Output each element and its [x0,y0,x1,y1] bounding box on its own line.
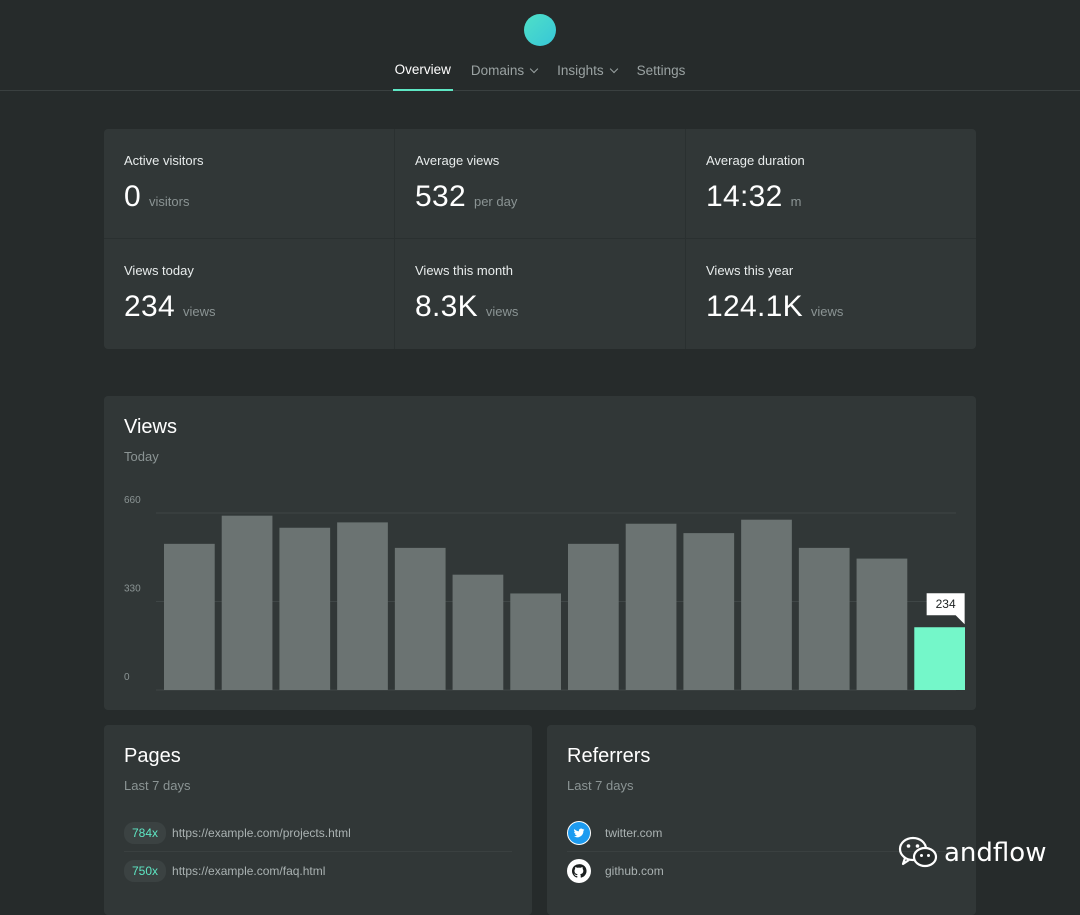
stat-value: 14:32 [706,180,783,213]
chart-bar [856,558,908,690]
pages-card-title: Pages [124,745,181,767]
chart-bar [279,527,331,690]
stat-value: 234 [124,290,175,323]
hit-count-badge: 750x [124,859,167,882]
value-tooltip [926,593,965,625]
views-card-title: Views [124,416,177,438]
page-url[interactable]: https://example.com/projects.html [172,826,351,840]
stat-label: Active visitors [124,153,204,168]
nav-insights-label: Insights [557,63,604,78]
nav-overview[interactable]: Overview [392,62,453,91]
stat-value: 0 [124,180,141,213]
stat-label: Average duration [706,153,805,168]
list-item[interactable]: github.com [567,852,956,889]
stat-value: 8.3K [415,290,478,323]
chart-bar [568,543,619,690]
stat-views-this-year: Views this year 124.1K views [686,239,976,349]
stat-average-views: Average views 532 per day [395,129,686,239]
nav-settings-label: Settings [636,63,686,78]
referrer-name[interactable]: twitter.com [605,826,663,840]
wechat-icon [898,836,938,868]
stat-label: Views this year [706,263,794,278]
chart-bar [394,547,446,690]
page-url[interactable]: https://example.com/faq.html [172,863,326,878]
stat-views-today: Views today 234 views [104,239,395,349]
y-axis-tick-label: 330 [124,584,141,595]
stat-average-duration: Average duration 14:32 m [686,129,976,239]
github-icon [567,858,591,883]
referrers-card-title: Referrers [567,745,651,767]
stat-label: Average views [415,153,500,168]
app-logo[interactable] [524,14,556,46]
stat-unit: m [790,194,802,209]
nav-insights[interactable]: Insights [555,62,619,91]
list-item[interactable]: 784x https://example.com/projects.html [124,815,512,852]
chart-bar [625,523,677,690]
chart-bar [337,522,388,690]
stat-unit: views [182,304,216,319]
views-bar-chart: 660 330 0 234 [124,495,965,691]
nav-domains[interactable]: Domains [469,62,539,91]
views-card-subtitle: Today [124,449,159,464]
chevron-down-icon [529,64,539,73]
pages-card-subtitle: Last 7 days [124,778,191,793]
stat-value: 532 [415,180,466,213]
stats-grid: Active visitors 0 visitors Average views … [104,129,976,349]
stat-unit: visitors [149,194,190,209]
pages-list: 784x https://example.com/projects.html 7… [124,815,512,889]
stat-label: Views this month [415,263,514,278]
chart-bar [510,593,561,690]
chart-bar [683,533,735,690]
stat-unit: per day [473,194,518,209]
value-tooltip-label: 234 [936,597,956,611]
top-bar: Overview Domains Insights Settings [0,0,1080,91]
watermark: andflow [898,836,1046,870]
list-item[interactable]: twitter.com [567,815,956,852]
stat-active-visitors: Active visitors 0 visitors [104,129,395,239]
chart-bar [164,543,215,690]
chart-bar [452,574,504,690]
stat-views-this-month: Views this month 8.3K views [395,239,686,349]
referrers-list: twitter.com github.com [567,815,956,889]
stat-unit: views [810,304,844,319]
chart-bar-highlighted [914,627,965,690]
main-nav: Overview Domains Insights Settings [0,62,1080,91]
stat-unit: views [485,304,519,319]
chevron-down-icon [609,64,618,73]
y-axis-tick-label: 660 [124,495,141,506]
nav-domains-label: Domains [470,63,525,78]
pages-card: Pages Last 7 days 784x https://example.c… [104,725,532,915]
stat-label: Views today [124,263,194,278]
hit-count-badge: 784x [124,822,167,844]
y-axis-tick-label: 0 [124,672,130,683]
chart-bar [741,519,792,690]
stat-value: 124.1K [706,290,803,323]
watermark-text: andflow [944,838,1047,868]
chart-bar [798,547,850,690]
chart-bar [221,515,273,690]
nav-settings[interactable]: Settings [635,62,688,91]
referrers-card-subtitle: Last 7 days [567,778,634,793]
list-item[interactable]: 750x https://example.com/faq.html [124,852,512,889]
referrer-name[interactable]: github.com [605,863,664,878]
nav-overview-label: Overview [394,62,451,77]
referrers-card: Referrers Last 7 days twitter.com github… [547,725,976,915]
twitter-icon [567,821,591,845]
views-card: 660 330 0 234 Views Today [104,396,976,710]
